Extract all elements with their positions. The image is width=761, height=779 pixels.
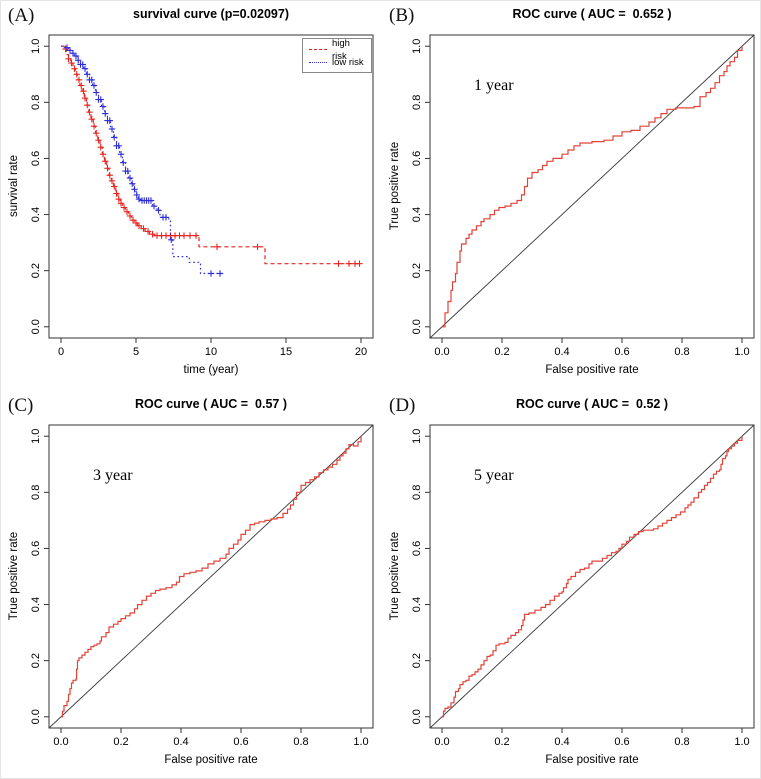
- panel-d-xaxis-title: False positive rate: [545, 754, 639, 766]
- low-risk-line-sample-icon: [309, 62, 327, 63]
- svg-text:0.6: 0.6: [30, 151, 42, 166]
- panel-a-survival-plot: 0 5 10 15 20 0.0 0.2 0.4 0.6 0.8 1.0: [30, 34, 374, 358]
- svg-text:0.2: 0.2: [494, 736, 509, 748]
- svg-text:0.8: 0.8: [30, 485, 42, 500]
- panel-a-yaxis-title: survival rate: [8, 155, 20, 217]
- svg-text:0.2: 0.2: [30, 263, 42, 278]
- svg-text:0.0: 0.0: [411, 319, 423, 334]
- panel-a-legend: high risk low risk: [302, 38, 372, 73]
- svg-text:0.6: 0.6: [614, 346, 629, 358]
- svg-text:15: 15: [280, 346, 292, 358]
- svg-text:0.2: 0.2: [411, 653, 423, 668]
- panel-b-yaxis-title: True positive rate: [389, 141, 401, 231]
- panel-c: 0.0 0.2 0.4 0.6 0.8 1.0 0.0 0.2 0.4 0.6 0.8 1.0 (C)…: [1, 391, 381, 778]
- legend-label-high-risk: high risk: [332, 37, 350, 62]
- panel-d-label: (D): [389, 395, 416, 416]
- svg-text:0.2: 0.2: [494, 346, 509, 358]
- panel-a-title: survival curve (p=0.02097): [133, 7, 289, 21]
- svg-text:0.4: 0.4: [411, 207, 423, 222]
- panel-b-annotation: 1 year: [474, 77, 514, 94]
- svg-text:0.4: 0.4: [554, 346, 569, 358]
- panel-b: 0.0 0.2 0.4 0.6 0.8 1.0 0.0 0.2 0.4 0.6 0.8 1.0 (B)…: [382, 1, 760, 390]
- svg-text:0.4: 0.4: [554, 736, 569, 748]
- legend-entry-high-risk: high risk: [309, 38, 367, 62]
- svg-text:0.4: 0.4: [30, 207, 42, 222]
- svg-text:0: 0: [58, 346, 64, 358]
- svg-text:0.4: 0.4: [173, 736, 188, 748]
- svg-text:0.8: 0.8: [674, 346, 689, 358]
- svg-text:1.0: 1.0: [411, 429, 423, 444]
- svg-text:5: 5: [133, 346, 139, 358]
- panel-b-title: ROC curve ( AUC = 0.652 ): [512, 7, 672, 21]
- panel-a: 0 5 10 15 20 0.0 0.2 0.4 0.6 0.8 1.0 (A) survival …: [1, 1, 381, 390]
- panel-c-yaxis-title: True positive rate: [8, 531, 20, 621]
- svg-text:0.0: 0.0: [30, 319, 42, 334]
- panel-b-roc-plot: 0.0 0.2 0.4 0.6 0.8 1.0 0.0 0.2 0.4 0.6 0.8 1.0: [411, 34, 755, 358]
- panel-c-annotation: 3 year: [93, 467, 133, 484]
- panel-a-label: (A): [8, 5, 35, 26]
- svg-text:0.2: 0.2: [411, 263, 423, 278]
- panel-d-annotation: 5 year: [474, 467, 514, 484]
- panel-c-label: (C): [8, 395, 34, 416]
- panel-b-xaxis-title: False positive rate: [545, 364, 639, 376]
- svg-text:0.6: 0.6: [411, 541, 423, 556]
- svg-text:0.0: 0.0: [30, 709, 42, 724]
- svg-text:1.0: 1.0: [734, 736, 749, 748]
- svg-text:0.4: 0.4: [411, 597, 423, 612]
- svg-text:0.6: 0.6: [30, 541, 42, 556]
- svg-text:0.2: 0.2: [30, 653, 42, 668]
- svg-text:1.0: 1.0: [30, 39, 42, 54]
- svg-text:0.4: 0.4: [30, 597, 42, 612]
- panel-b-label: (B): [389, 5, 415, 26]
- panel-c-roc-plot: 0.0 0.2 0.4 0.6 0.8 1.0 0.0 0.2 0.4 0.6 0.8 1.0: [30, 424, 374, 748]
- svg-text:1.0: 1.0: [30, 429, 42, 444]
- legend-entry-low-risk: low risk: [309, 56, 367, 69]
- svg-text:0.0: 0.0: [434, 346, 449, 358]
- legend-label-low-risk: low risk: [332, 57, 364, 68]
- svg-text:0.6: 0.6: [614, 736, 629, 748]
- svg-text:10: 10: [205, 346, 217, 358]
- svg-text:0.8: 0.8: [30, 95, 42, 110]
- panel-c-title: ROC curve ( AUC = 0.57 ): [134, 397, 287, 411]
- svg-text:0.8: 0.8: [674, 736, 689, 748]
- panel-c-xaxis-title: False positive rate: [164, 754, 258, 766]
- panel-d: 0.0 0.2 0.4 0.6 0.8 1.0 0.0 0.2 0.4 0.6 0.8 1.0 (D)…: [382, 391, 760, 778]
- panel-d-yaxis-title: True positive rate: [389, 531, 401, 621]
- svg-text:0.0: 0.0: [53, 736, 68, 748]
- svg-text:1.0: 1.0: [734, 346, 749, 358]
- svg-text:0.8: 0.8: [293, 736, 308, 748]
- panel-d-title: ROC curve ( AUC = 0.52 ): [515, 397, 668, 411]
- svg-text:0.8: 0.8: [411, 95, 423, 110]
- panel-d-roc-plot: 0.0 0.2 0.4 0.6 0.8 1.0 0.0 0.2 0.4 0.6 0.8 1.0: [411, 424, 755, 748]
- svg-text:0.6: 0.6: [233, 736, 248, 748]
- panel-a-xaxis-title: time (year): [183, 364, 239, 376]
- svg-text:0.6: 0.6: [411, 151, 423, 166]
- svg-text:0.0: 0.0: [434, 736, 449, 748]
- svg-text:0.0: 0.0: [411, 709, 423, 724]
- svg-text:1.0: 1.0: [353, 736, 368, 748]
- svg-text:20: 20: [355, 346, 367, 358]
- svg-text:0.2: 0.2: [113, 736, 128, 748]
- svg-text:1.0: 1.0: [411, 39, 423, 54]
- svg-text:0.8: 0.8: [411, 485, 423, 500]
- high-risk-line-sample-icon: [309, 49, 327, 50]
